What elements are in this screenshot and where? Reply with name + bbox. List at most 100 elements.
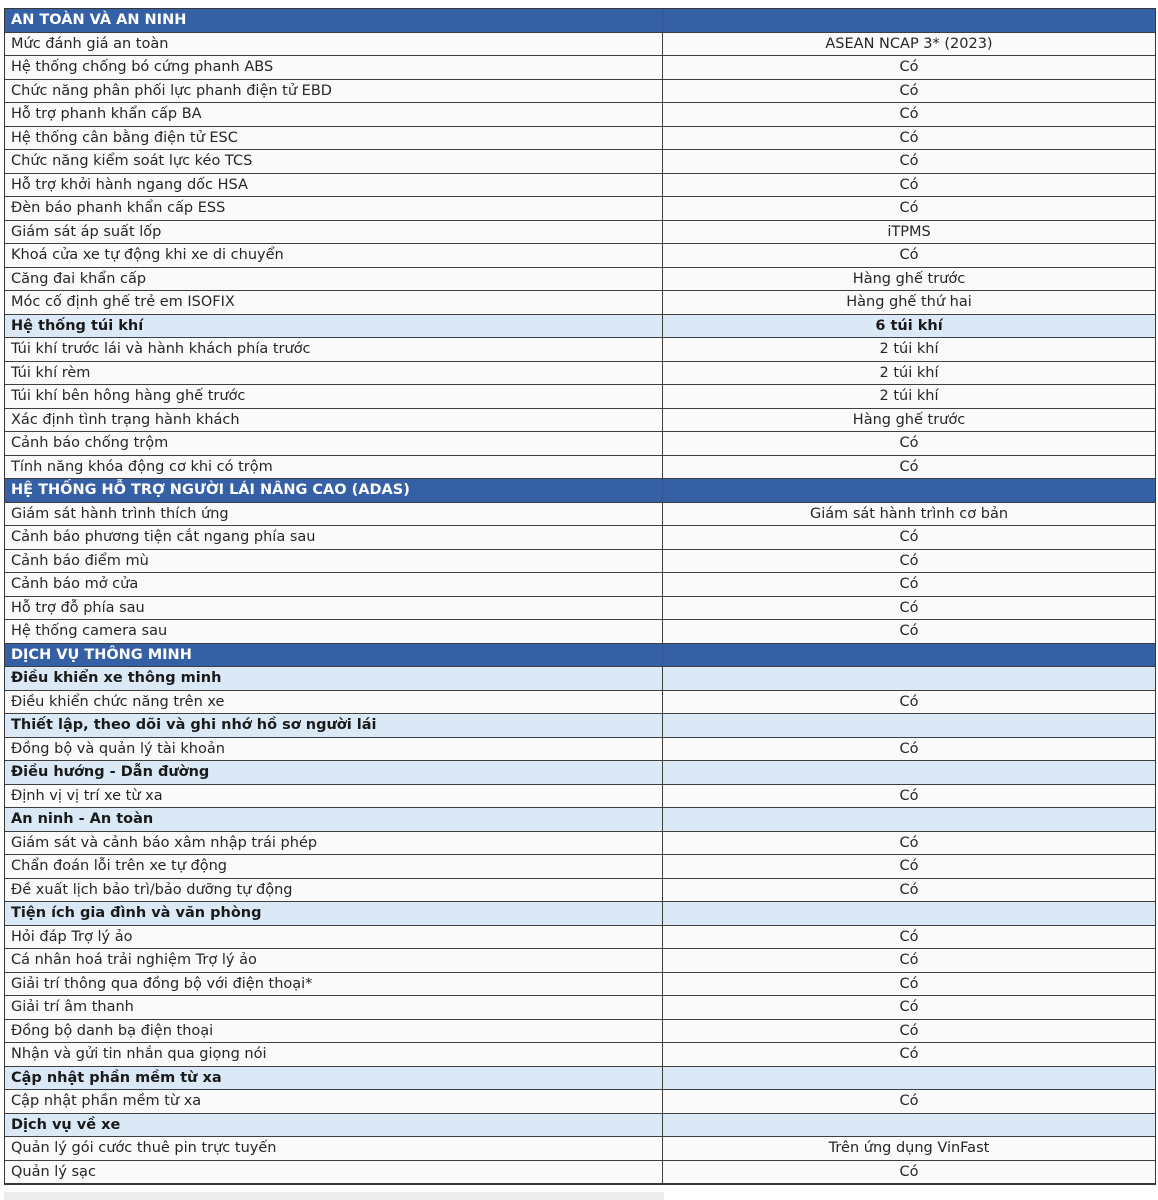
spec-label: Đồng bộ và quản lý tài khoản — [5, 737, 663, 760]
spec-value: Có — [663, 549, 1155, 572]
spec-label: Tính năng khóa động cơ khi có trộm — [5, 455, 663, 478]
spec-label: Chức năng kiểm soát lực kéo TCS — [5, 150, 663, 173]
spec-label: Giám sát hành trình thích ứng — [5, 502, 663, 525]
spec-label: Túi khí trước lái và hành khách phía trư… — [5, 338, 663, 361]
spec-value: Có — [663, 526, 1155, 549]
spec-value: Có — [663, 1019, 1155, 1042]
spec-value: Có — [663, 1160, 1155, 1183]
spec-value: 2 túi khí — [663, 385, 1155, 408]
spec-label: Cập nhật phần mềm từ xa — [5, 1066, 663, 1089]
section-header-row: DỊCH VỤ THÔNG MINH — [5, 643, 1155, 667]
table-row: Hỗ trợ đỗ phía sau Có — [5, 596, 1155, 620]
table-row: Chức năng phân phối lực phanh điện tử EB… — [5, 79, 1155, 103]
table-row: Cập nhật phần mềm từ xa — [5, 1066, 1155, 1090]
spec-value — [663, 902, 1155, 925]
spec-label: Căng đai khẩn cấp — [5, 267, 663, 290]
spec-label: Đồng bộ danh bạ điện thoại — [5, 1019, 663, 1042]
spec-value: Có — [663, 573, 1155, 596]
table-row: Chức năng kiểm soát lực kéo TCS Có — [5, 150, 1155, 174]
spec-label: Cảnh báo điểm mù — [5, 549, 663, 572]
table-row: An ninh - An toàn — [5, 808, 1155, 832]
spec-label: Hỗ trợ đỗ phía sau — [5, 596, 663, 619]
spec-value: Có — [663, 432, 1155, 455]
spec-label: Quản lý gói cước thuê pin trực tuyến — [5, 1137, 663, 1160]
table-row: Xác định tình trạng hành khách Hàng ghế … — [5, 408, 1155, 432]
spec-value: Có — [663, 79, 1155, 102]
spec-label: Hệ thống camera sau — [5, 620, 663, 643]
table-row: Cá nhân hoá trải nghiệm Trợ lý ảo Có — [5, 949, 1155, 973]
table-row: Quản lý gói cước thuê pin trực tuyến Trê… — [5, 1137, 1155, 1161]
table-row: Túi khí rèm 2 túi khí — [5, 361, 1155, 385]
spec-value: iTPMS — [663, 220, 1155, 243]
table-row: Đồng bộ danh bạ điện thoại Có — [5, 1019, 1155, 1043]
table-row: Túi khí trước lái và hành khách phía trư… — [5, 338, 1155, 362]
spec-label: Cập nhật phần mềm từ xa — [5, 1090, 663, 1113]
section-header-value-cell — [663, 9, 1155, 32]
spec-value: Có — [663, 972, 1155, 995]
section-title: DỊCH VỤ THÔNG MINH — [5, 643, 663, 666]
next-row-partial — [4, 1192, 664, 1200]
spec-value — [663, 667, 1155, 690]
spec-label: Giám sát áp suất lốp — [5, 220, 663, 243]
table-row: Hệ thống camera sau Có — [5, 620, 1155, 644]
spec-label: Giải trí âm thanh — [5, 996, 663, 1019]
table-row: Khoá cửa xe tự động khi xe di chuyển Có — [5, 244, 1155, 268]
spec-value: Có — [663, 126, 1155, 149]
spec-value: Hàng ghế trước — [663, 267, 1155, 290]
spec-value: Có — [663, 103, 1155, 126]
table-row: Móc cố định ghế trẻ em ISOFIX Hàng ghế t… — [5, 291, 1155, 315]
table-row: Giải trí âm thanh Có — [5, 996, 1155, 1020]
spec-value: Có — [663, 855, 1155, 878]
spec-value: Có — [663, 620, 1155, 643]
spec-label: Cảnh báo chống trộm — [5, 432, 663, 455]
section-header-row: HỆ THỐNG HỖ TRỢ NGƯỜI LÁI NÂNG CAO (ADAS… — [5, 479, 1155, 503]
table-row: Điều hướng - Dẫn đường — [5, 761, 1155, 785]
spec-label: Thiết lập, theo dõi và ghi nhớ hồ sơ ngư… — [5, 714, 663, 737]
spec-label: Giải trí thông qua đồng bộ với điện thoạ… — [5, 972, 663, 995]
spec-value: Có — [663, 150, 1155, 173]
spec-label: Móc cố định ghế trẻ em ISOFIX — [5, 291, 663, 314]
spec-value: Có — [663, 690, 1155, 713]
spec-label: Túi khí bên hông hàng ghế trước — [5, 385, 663, 408]
table-row: Định vị vị trí xe từ xa Có — [5, 784, 1155, 808]
table-row: Điều khiển xe thông minh — [5, 667, 1155, 691]
table-row: Hỗ trợ phanh khẩn cấp BA Có — [5, 103, 1155, 127]
spec-value: Có — [663, 996, 1155, 1019]
table-row: Đồng bộ và quản lý tài khoản Có — [5, 737, 1155, 761]
spec-label: Cá nhân hoá trải nghiệm Trợ lý ảo — [5, 949, 663, 972]
spec-value: Có — [663, 244, 1155, 267]
table-row: Đèn báo phanh khẩn cấp ESS Có — [5, 197, 1155, 221]
spec-label: Điều khiển chức năng trên xe — [5, 690, 663, 713]
spec-value — [663, 1113, 1155, 1136]
spec-value: Trên ứng dụng VinFast — [663, 1137, 1155, 1160]
spec-value: 2 túi khí — [663, 361, 1155, 384]
section-header-value-cell — [663, 479, 1155, 502]
spec-label: Nhận và gửi tin nhắn qua giọng nói — [5, 1043, 663, 1066]
spec-value: Có — [663, 56, 1155, 79]
spec-label: Xác định tình trạng hành khách — [5, 408, 663, 431]
table-row: Hỏi đáp Trợ lý ảo Có — [5, 925, 1155, 949]
table-row: Chẩn đoán lỗi trên xe tự động Có — [5, 855, 1155, 879]
spec-value — [663, 714, 1155, 737]
spec-label: Hỗ trợ phanh khẩn cấp BA — [5, 103, 663, 126]
spec-label: Định vị vị trí xe từ xa — [5, 784, 663, 807]
spec-label: Khoá cửa xe tự động khi xe di chuyển — [5, 244, 663, 267]
spec-value: Có — [663, 1043, 1155, 1066]
table-row: Cảnh báo phương tiện cắt ngang phía sau … — [5, 526, 1155, 550]
table-row: Điều khiển chức năng trên xe Có — [5, 690, 1155, 714]
spec-label: Điều khiển xe thông minh — [5, 667, 663, 690]
spec-value: Có — [663, 596, 1155, 619]
spec-value: Hàng ghế thứ hai — [663, 291, 1155, 314]
table-row: Giám sát áp suất lốp iTPMS — [5, 220, 1155, 244]
spec-value: Giám sát hành trình cơ bản — [663, 502, 1155, 525]
spec-label: Quản lý sạc — [5, 1160, 663, 1183]
table-row: Căng đai khẩn cấp Hàng ghế trước — [5, 267, 1155, 291]
section-header-value-cell — [663, 643, 1155, 666]
table-row: Giám sát hành trình thích ứng Giám sát h… — [5, 502, 1155, 526]
table-row: Thiết lập, theo dõi và ghi nhớ hồ sơ ngư… — [5, 714, 1155, 738]
spec-value: Có — [663, 949, 1155, 972]
table-row: Hệ thống chống bó cứng phanh ABS Có — [5, 56, 1155, 80]
spec-value — [663, 761, 1155, 784]
spec-label: Đề xuất lịch bảo trì/bảo dưỡng tự động — [5, 878, 663, 901]
spec-value: Có — [663, 1090, 1155, 1113]
